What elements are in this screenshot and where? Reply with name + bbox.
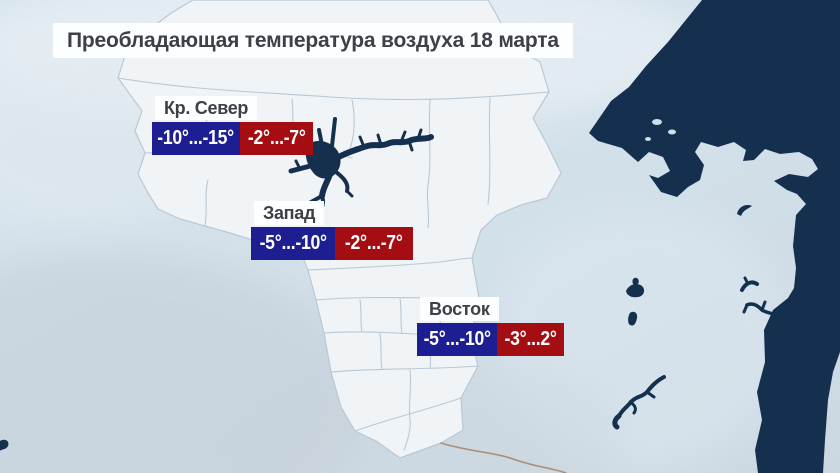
- temp-badge-blue: -10°...-15°: [152, 122, 240, 155]
- map-title: Преобладающая температура воздуха 18 мар…: [53, 23, 573, 58]
- temp-badge-red: -3°...2°: [497, 323, 564, 356]
- region-name-label: Восток: [420, 297, 499, 321]
- temperature-row: -5°...-10° -2°...-7°: [251, 227, 413, 260]
- region-group-west: Запад -5°...-10° -2°...-7°: [251, 201, 413, 260]
- sea-islands: [645, 119, 676, 141]
- temp-badge-red: -2°...-7°: [240, 122, 313, 155]
- country-border-line: [440, 442, 567, 473]
- sea-shape: [589, 0, 840, 473]
- region-name-label: Запад: [254, 201, 325, 225]
- region-name-label: Кр. Север: [155, 96, 258, 120]
- map-title-text: Преобладающая температура воздуха 18 мар…: [67, 29, 559, 52]
- temp-badge-red: -2°...-7°: [335, 227, 413, 260]
- temperature-row: -5°...-10° -3°...2°: [417, 323, 564, 356]
- reservoir-shape: [288, 117, 434, 225]
- small-lakes: [0, 204, 778, 451]
- temperature-row: -10°...-15° -2°...-7°: [152, 122, 313, 155]
- region-group-east: Восток -5°...-10° -3°...2°: [417, 297, 564, 356]
- temp-badge-blue: -5°...-10°: [251, 227, 335, 260]
- temp-badge-blue: -5°...-10°: [417, 323, 497, 356]
- region-group-far-north: Кр. Север -10°...-15° -2°...-7°: [152, 96, 313, 155]
